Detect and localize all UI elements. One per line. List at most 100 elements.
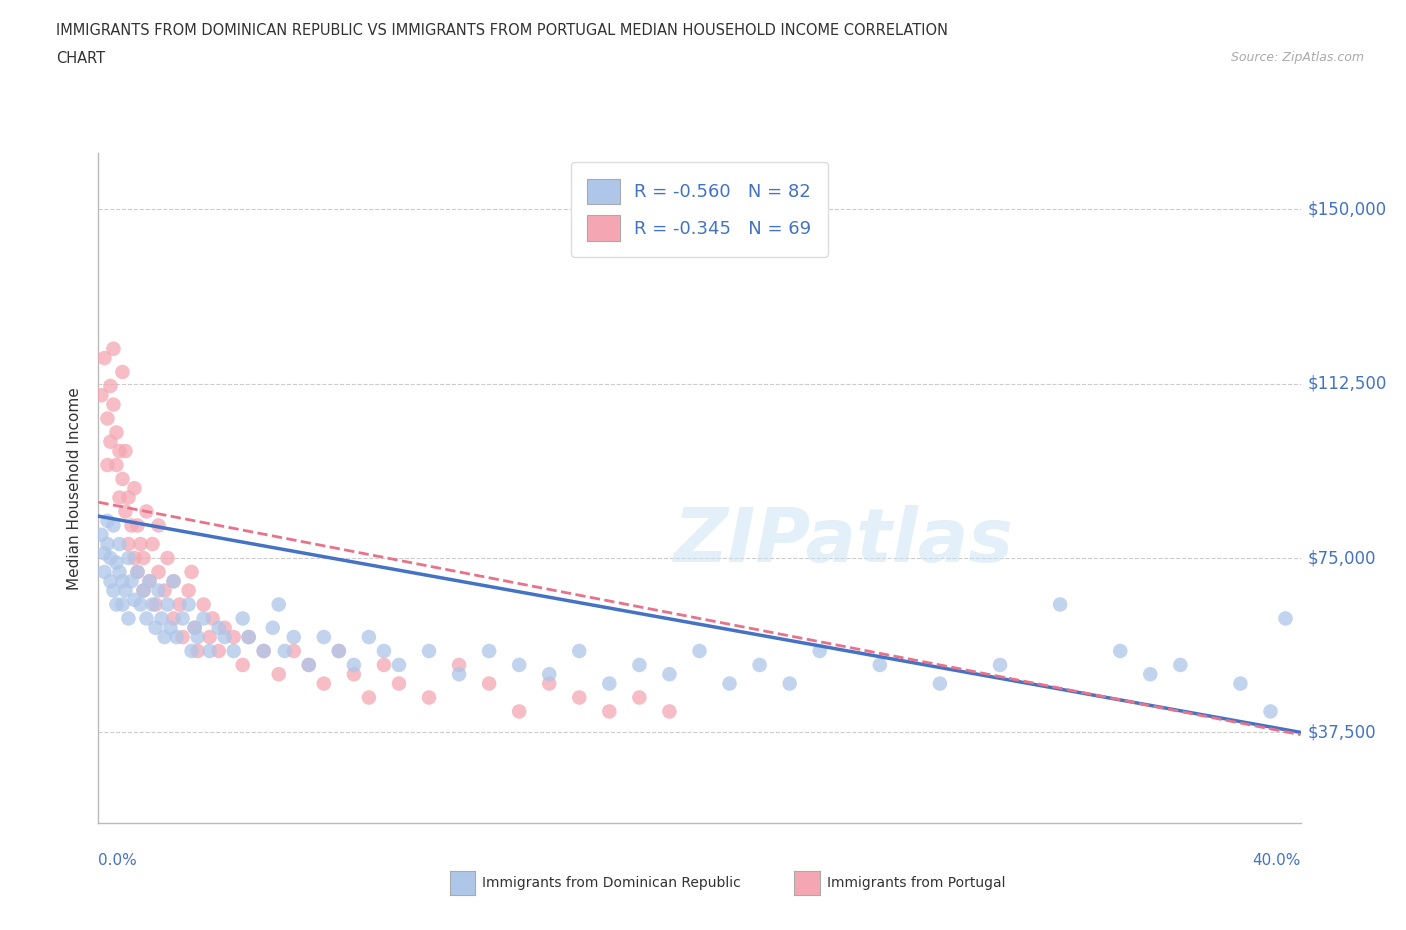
Point <box>1260 704 1282 719</box>
Point <box>373 644 395 658</box>
Point <box>568 690 591 705</box>
Point <box>96 513 118 528</box>
Point <box>148 518 170 533</box>
Point <box>93 565 115 579</box>
Point <box>103 518 125 533</box>
Text: 40.0%: 40.0% <box>1253 853 1301 868</box>
Point <box>267 597 290 612</box>
Point <box>141 537 163 551</box>
Point <box>183 620 205 635</box>
Text: $112,500: $112,500 <box>1308 375 1386 392</box>
Point <box>111 574 134 589</box>
Point <box>141 597 163 612</box>
Point <box>111 472 134 486</box>
Point <box>253 644 276 658</box>
Point <box>100 574 122 589</box>
Point <box>187 630 209 644</box>
Point <box>312 630 335 644</box>
Point <box>508 704 530 719</box>
Point <box>748 658 770 672</box>
Point <box>177 583 200 598</box>
Point <box>357 690 380 705</box>
Point <box>124 592 146 607</box>
Point <box>208 644 231 658</box>
Point <box>166 630 188 644</box>
Point <box>718 676 741 691</box>
Point <box>193 611 215 626</box>
Point <box>124 551 146 565</box>
Point <box>201 611 224 626</box>
Point <box>108 537 131 551</box>
Point <box>138 574 160 589</box>
Point <box>1274 611 1296 626</box>
Point <box>1139 667 1161 682</box>
Point <box>283 644 305 658</box>
Point <box>222 630 245 644</box>
Legend: R = -0.560   N = 82, R = -0.345   N = 69: R = -0.560 N = 82, R = -0.345 N = 69 <box>571 163 828 257</box>
Point <box>148 583 170 598</box>
Point <box>568 644 591 658</box>
Point <box>180 565 202 579</box>
Point <box>100 379 122 393</box>
Point <box>172 611 194 626</box>
Point <box>117 551 139 565</box>
Point <box>93 546 115 561</box>
Point <box>274 644 297 658</box>
Point <box>598 676 620 691</box>
Point <box>208 620 231 635</box>
Point <box>193 597 215 612</box>
Point <box>105 425 128 440</box>
Point <box>162 574 184 589</box>
Point <box>153 630 176 644</box>
Point <box>135 504 157 519</box>
Point <box>298 658 321 672</box>
Point <box>988 658 1011 672</box>
Point <box>114 444 136 458</box>
Point <box>628 658 651 672</box>
Point <box>108 490 131 505</box>
Point <box>183 620 205 635</box>
Point <box>96 537 118 551</box>
Point <box>198 630 221 644</box>
Point <box>214 630 236 644</box>
Point <box>180 644 202 658</box>
Text: ZIPatlas: ZIPatlas <box>673 505 1014 578</box>
Point <box>298 658 321 672</box>
Point <box>187 644 209 658</box>
Point <box>100 551 122 565</box>
Point <box>105 555 128 570</box>
Point <box>150 611 173 626</box>
Point <box>129 597 152 612</box>
Point <box>127 565 149 579</box>
Point <box>628 690 651 705</box>
Point <box>145 620 167 635</box>
Point <box>658 704 681 719</box>
Point <box>232 611 254 626</box>
Point <box>478 676 501 691</box>
Point <box>153 583 176 598</box>
Point <box>169 597 191 612</box>
Point <box>93 351 115 365</box>
Point <box>418 690 440 705</box>
Point <box>159 620 181 635</box>
Point <box>447 667 470 682</box>
Point <box>162 574 184 589</box>
Point <box>929 676 952 691</box>
Point <box>1170 658 1192 672</box>
Point <box>117 490 139 505</box>
Text: Source: ZipAtlas.com: Source: ZipAtlas.com <box>1230 51 1364 64</box>
Point <box>103 397 125 412</box>
Text: $37,500: $37,500 <box>1308 724 1376 741</box>
Point <box>1109 644 1132 658</box>
Text: IMMIGRANTS FROM DOMINICAN REPUBLIC VS IMMIGRANTS FROM PORTUGAL MEDIAN HOUSEHOLD : IMMIGRANTS FROM DOMINICAN REPUBLIC VS IM… <box>56 23 948 38</box>
Y-axis label: Median Household Income: Median Household Income <box>67 387 83 590</box>
Point <box>108 444 131 458</box>
Point <box>253 644 276 658</box>
Point <box>114 583 136 598</box>
Point <box>328 644 350 658</box>
Point <box>478 644 501 658</box>
Point <box>508 658 530 672</box>
Text: CHART: CHART <box>56 51 105 66</box>
Point <box>779 676 801 691</box>
Point <box>132 583 155 598</box>
